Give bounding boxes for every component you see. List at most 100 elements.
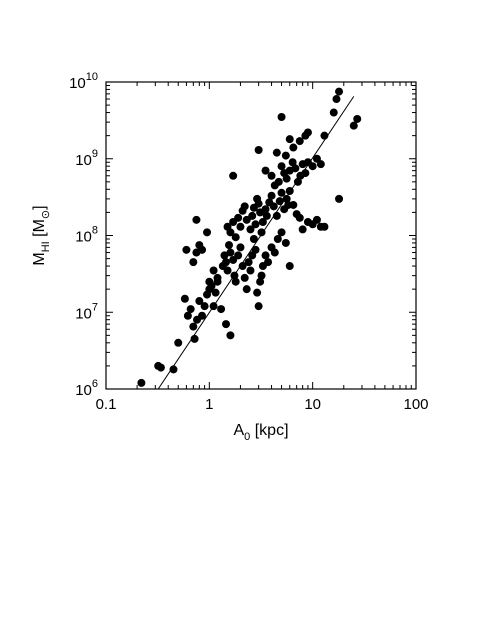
- data-point: [183, 311, 192, 320]
- data-point: [281, 151, 290, 160]
- data-point: [198, 245, 207, 254]
- y-tick-label: 1010: [69, 71, 98, 92]
- data-point: [186, 305, 195, 314]
- data-point: [254, 302, 263, 311]
- data-point: [217, 305, 226, 314]
- data-point: [282, 194, 291, 203]
- data-point: [312, 215, 321, 224]
- data-point: [288, 158, 297, 167]
- y-tick-label: 106: [75, 378, 98, 399]
- fit-layer: [157, 96, 355, 390]
- data-point: [332, 95, 341, 104]
- data-point: [295, 137, 304, 146]
- data-point: [203, 228, 212, 237]
- y-tick-exponent: 10: [86, 71, 98, 83]
- data-point: [236, 243, 245, 252]
- data-point: [230, 271, 239, 280]
- data-point: [249, 235, 258, 244]
- data-point: [240, 202, 249, 211]
- data-point: [316, 160, 325, 169]
- data-point: [254, 199, 263, 208]
- data-point: [275, 197, 284, 206]
- x-tick-label: 10: [304, 396, 321, 413]
- y-tick-base: 10: [75, 305, 92, 322]
- data-point: [277, 112, 286, 121]
- data-point: [253, 288, 262, 297]
- plot-frame: [105, 81, 417, 390]
- data-point: [246, 266, 255, 275]
- data-point: [192, 215, 201, 224]
- data-point: [320, 222, 329, 231]
- data-point: [226, 228, 235, 237]
- data-point: [156, 363, 165, 372]
- data-point: [335, 87, 344, 96]
- data-point: [261, 205, 270, 214]
- data-point: [248, 211, 257, 220]
- data-point: [301, 169, 310, 178]
- y-tick-label: 109: [75, 148, 98, 169]
- y-tick-exponent: 7: [92, 301, 98, 313]
- data-point: [277, 228, 286, 237]
- data-point: [303, 128, 312, 137]
- data-point: [234, 251, 243, 260]
- y-tick-base: 10: [69, 75, 86, 92]
- data-point: [180, 294, 189, 303]
- y-tick-base: 10: [75, 152, 92, 169]
- data-point: [285, 135, 294, 144]
- data-point: [251, 220, 260, 229]
- y-tick-exponent: 8: [92, 225, 98, 237]
- data-point: [231, 277, 240, 286]
- data-point: [211, 288, 220, 297]
- data-point: [200, 302, 209, 311]
- data-point: [182, 245, 191, 254]
- data-point: [174, 338, 183, 347]
- data-point: [209, 302, 218, 311]
- data-point: [335, 194, 344, 203]
- data-point: [258, 217, 267, 226]
- data-point: [308, 162, 317, 171]
- data-point: [295, 213, 304, 222]
- data-point: [190, 334, 199, 343]
- data-point: [261, 251, 270, 260]
- data-point: [298, 225, 307, 234]
- data-point: [272, 148, 281, 157]
- data-point: [246, 225, 255, 234]
- data-point: [251, 245, 260, 254]
- data-point: [264, 258, 273, 267]
- data-point: [277, 188, 286, 197]
- data-point: [226, 331, 235, 340]
- data-point: [244, 258, 253, 267]
- data-point: [222, 320, 231, 329]
- data-point: [189, 322, 198, 331]
- data-point: [223, 266, 232, 275]
- data-point: [240, 273, 249, 282]
- data-point: [272, 211, 281, 220]
- data-point: [189, 258, 198, 267]
- data-point: [285, 187, 294, 196]
- data-point: [267, 171, 276, 180]
- data-point: [242, 285, 251, 294]
- fit-line: [157, 96, 355, 390]
- data-point: [293, 177, 302, 186]
- data-point: [269, 202, 278, 211]
- y-tick-base: 10: [75, 382, 92, 399]
- points-layer: [137, 87, 362, 387]
- data-point: [291, 164, 300, 173]
- y-tick-exponent: 9: [92, 148, 98, 160]
- data-point: [225, 241, 234, 250]
- x-tick-label: 1: [205, 396, 213, 413]
- data-point: [205, 277, 214, 286]
- data-point: [270, 248, 279, 257]
- data-point: [137, 378, 146, 387]
- data-point: [234, 213, 243, 222]
- data-point: [274, 177, 283, 186]
- data-point: [285, 262, 294, 271]
- data-point: [209, 266, 218, 275]
- y-tick-label: 107: [75, 301, 98, 322]
- y-tick-base: 10: [75, 229, 92, 246]
- data-point: [236, 222, 245, 231]
- x-axis-title: A0 [kpc]: [233, 422, 288, 443]
